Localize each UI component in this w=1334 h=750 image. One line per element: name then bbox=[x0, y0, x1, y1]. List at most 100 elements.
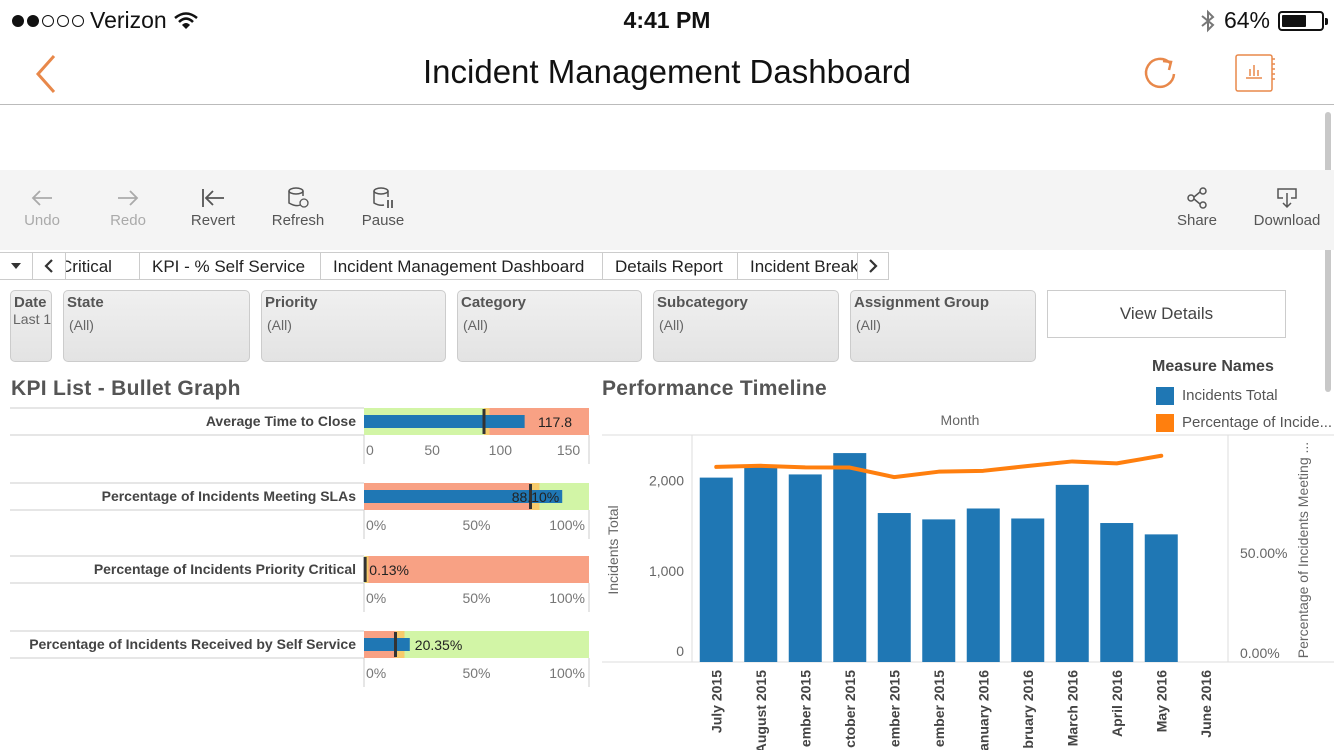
incidents-bar bbox=[1100, 523, 1134, 662]
clock: 4:41 PM bbox=[623, 7, 711, 33]
revert-icon bbox=[202, 189, 224, 207]
back-chevron-icon[interactable] bbox=[30, 52, 64, 96]
download-button[interactable]: Download bbox=[1245, 184, 1329, 229]
refresh-icon[interactable] bbox=[1142, 54, 1180, 92]
x-tick-label: August 2015 bbox=[753, 670, 769, 750]
y-tick-label: 0 bbox=[676, 643, 684, 659]
redo-label: Redo bbox=[110, 212, 146, 229]
kpi-tick-label: 0% bbox=[366, 517, 386, 533]
y2-tick-label: 0.00% bbox=[1240, 645, 1280, 661]
x-tick-label: May 2016 bbox=[1153, 670, 1169, 732]
x-tick-label: July 2015 bbox=[708, 670, 724, 733]
filter-label: State bbox=[67, 294, 104, 311]
kpi-label: Percentage of Incidents Received by Self… bbox=[29, 636, 356, 652]
redo-button[interactable]: Redo bbox=[86, 184, 170, 229]
incidents-bar bbox=[1011, 518, 1045, 662]
legend-swatch bbox=[1156, 413, 1174, 432]
tab-kpi-self-service[interactable]: KPI - % Self Service bbox=[140, 252, 321, 280]
kpi-value-label: 88.10% bbox=[512, 489, 559, 505]
kpi-band bbox=[368, 556, 589, 583]
kpi-label: Percentage of Incidents Meeting SLAs bbox=[102, 488, 357, 504]
subcategory-filter[interactable]: Subcategory (All) bbox=[653, 290, 839, 362]
kpi-value-bar bbox=[364, 415, 525, 428]
undo-button[interactable]: Undo bbox=[0, 184, 84, 229]
kpi-tick-label: 50% bbox=[462, 665, 490, 681]
legend-label: Incidents Total bbox=[1182, 387, 1278, 404]
redo-arrow-icon bbox=[118, 190, 139, 206]
tab-scroll-right[interactable] bbox=[858, 252, 889, 280]
x-tick-label: March 2016 bbox=[1064, 670, 1080, 746]
priority-filter[interactable]: Priority (All) bbox=[261, 290, 446, 362]
kpi-target-marker bbox=[363, 557, 367, 582]
x-tick-label: ctober 2015 bbox=[842, 670, 858, 748]
date-filter[interactable]: Date Last 1 bbox=[10, 290, 52, 362]
sheet-tab-strip: Critical KPI - % Self Service Incident M… bbox=[0, 252, 890, 280]
state-filter[interactable]: State (All) bbox=[63, 290, 250, 362]
kpi-target-marker bbox=[394, 632, 397, 657]
sla-percentage-line bbox=[714, 453, 1164, 480]
refresh-data-button[interactable]: Refresh bbox=[256, 184, 340, 229]
bullet-graph-chart: Average Time to Close 117.8 0 50 100 150 Perce… bbox=[10, 407, 590, 687]
caret-down-icon bbox=[11, 263, 21, 269]
share-button[interactable]: Share bbox=[1155, 184, 1239, 229]
x-tick-label: ember 2015 bbox=[886, 670, 902, 747]
kpi-tick-label: 50% bbox=[462, 590, 490, 606]
incidents-bar bbox=[833, 453, 867, 662]
page-scrollbar[interactable] bbox=[1325, 112, 1331, 392]
filter-value: (All) bbox=[463, 317, 488, 333]
kpi-tick-label: 100% bbox=[549, 590, 585, 606]
download-icon bbox=[1277, 188, 1297, 209]
filter-value: (All) bbox=[69, 317, 94, 333]
carrier-info: Verizon bbox=[12, 7, 199, 34]
filter-label: Priority bbox=[265, 294, 318, 311]
chevron-left-icon bbox=[44, 259, 53, 273]
category-filter[interactable]: Category (All) bbox=[457, 290, 642, 362]
pause-button[interactable]: Pause bbox=[341, 184, 425, 229]
tab-details-report[interactable]: Details Report bbox=[603, 252, 738, 280]
filter-value: (All) bbox=[267, 317, 292, 333]
tab-incident-management-dashboard[interactable]: Incident Management Dashboard bbox=[321, 252, 603, 280]
kpi-tick-label: 0% bbox=[366, 665, 386, 681]
x-tick-label: bruary 2016 bbox=[1020, 670, 1036, 749]
tab-incident-breakdown[interactable]: Incident Break bbox=[738, 252, 858, 280]
kpi-value-label: 117.8 bbox=[538, 414, 572, 430]
filter-label: Category bbox=[461, 294, 527, 311]
undo-label: Undo bbox=[24, 212, 60, 229]
database-refresh-icon bbox=[288, 187, 309, 208]
view-details-button[interactable]: View Details bbox=[1047, 290, 1286, 338]
battery-info: 64% bbox=[1200, 7, 1328, 34]
kpi-tick-label: 150 bbox=[557, 442, 581, 458]
undo-arrow-icon bbox=[31, 190, 52, 206]
battery-percent: 64% bbox=[1223, 7, 1270, 33]
kpi-value-label: 0.13% bbox=[369, 562, 409, 578]
y-tick-label: 2,000 bbox=[649, 472, 684, 488]
workbook-icon[interactable] bbox=[1234, 54, 1276, 92]
tab-scroll-left[interactable] bbox=[33, 252, 66, 280]
incidents-bar bbox=[1144, 534, 1178, 662]
tab-menu-dropdown[interactable] bbox=[0, 252, 33, 280]
bullet-graph-title: KPI List - Bullet Graph bbox=[11, 377, 241, 400]
assignment-group-filter[interactable]: Assignment Group (All) bbox=[850, 290, 1036, 362]
refresh-data-label: Refresh bbox=[271, 212, 325, 229]
tab-critical[interactable]: Critical bbox=[66, 252, 140, 280]
legend-item[interactable]: Incidents Total bbox=[1152, 382, 1334, 409]
y2-tick-label: 50.00% bbox=[1240, 545, 1287, 561]
kpi-value-bar bbox=[364, 490, 563, 503]
legend-item[interactable]: Percentage of Incide... bbox=[1152, 409, 1334, 436]
bluetooth-icon bbox=[1201, 9, 1215, 32]
signal-strength-icon bbox=[12, 14, 84, 27]
chevron-right-icon bbox=[869, 259, 878, 273]
kpi-label: Average Time to Close bbox=[206, 413, 356, 429]
revert-button[interactable]: Revert bbox=[171, 184, 255, 229]
timeline-title: Performance Timeline bbox=[602, 377, 828, 400]
kpi-value-bar bbox=[364, 638, 410, 651]
kpi-band bbox=[365, 556, 369, 583]
legend-label: Percentage of Incide... bbox=[1182, 414, 1333, 431]
x-tick-label: June 2016 bbox=[1198, 670, 1214, 738]
kpi-tick-label: 0% bbox=[366, 590, 386, 606]
kpi-target-marker bbox=[529, 484, 532, 509]
incidents-bar bbox=[877, 513, 911, 662]
wifi-icon bbox=[173, 11, 198, 29]
page-title: Incident Management Dashboard bbox=[423, 53, 911, 90]
revert-label: Revert bbox=[190, 212, 236, 229]
